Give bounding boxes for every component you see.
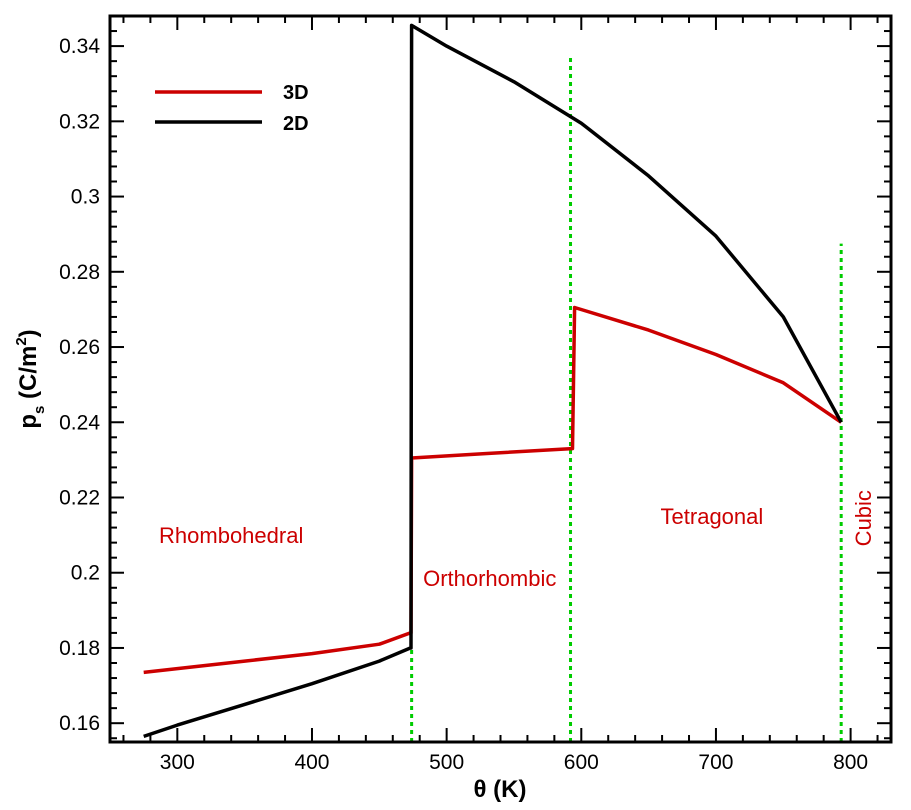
y-tick-label: 0.26 [59, 336, 100, 359]
y-axis-title-main: p [15, 414, 42, 429]
series-line-2d [143, 23, 843, 739]
axis-tick-labels: 300 400 500 600 700 800 0.16 0.18 0.2 0.22 0.24 0.2… [59, 35, 868, 774]
x-tick-label: 400 [294, 751, 329, 774]
y-tick-label: 0.16 [59, 712, 100, 735]
y-axis-title-unit: (C/m [15, 346, 42, 406]
region-label-cubic: Cubic [851, 490, 876, 546]
legend: 3D 2D [155, 82, 309, 135]
series-line-3d [143, 305, 843, 675]
legend-label-2d: 2D [283, 113, 309, 135]
x-tick-label: 500 [429, 751, 464, 774]
y-axis-title-subscript: s [31, 406, 48, 414]
plot-frame [108, 14, 893, 744]
y-tick-label: 0.28 [59, 261, 100, 284]
y-axis-title: ps (C/m2) [13, 329, 48, 428]
x-tick-label: 300 [160, 751, 195, 774]
x-tick-label: 700 [698, 751, 733, 774]
region-annotations: Rhombohedral Orthorhombic Tetragonal Cubic [159, 490, 876, 591]
y-tick-label: 0.24 [59, 411, 100, 434]
y-tick-label: 0.32 [59, 110, 100, 133]
phase-boundary-lines [410, 55, 843, 742]
x-tick-label: 600 [564, 751, 599, 774]
region-label-tetragonal: Tetragonal [661, 504, 764, 529]
legend-label-3d: 3D [283, 82, 309, 104]
y-axis-title-unit-close: ) [15, 329, 42, 337]
y-tick-label: 0.22 [59, 486, 100, 509]
y-axis-title-superscript: 2 [13, 337, 30, 345]
x-tick-label: 800 [833, 751, 868, 774]
y-tick-label: 0.18 [59, 637, 100, 660]
y-tick-label: 0.3 [71, 186, 100, 209]
x-axis-title: θ (K) [474, 776, 527, 803]
y-tick-label: 0.2 [71, 562, 100, 585]
data-series [143, 23, 843, 739]
region-label-orthorhombic: Orthorhombic [423, 566, 556, 591]
y-tick-label: 0.34 [59, 35, 100, 58]
region-label-rhombohedral: Rhombohedral [159, 523, 303, 548]
